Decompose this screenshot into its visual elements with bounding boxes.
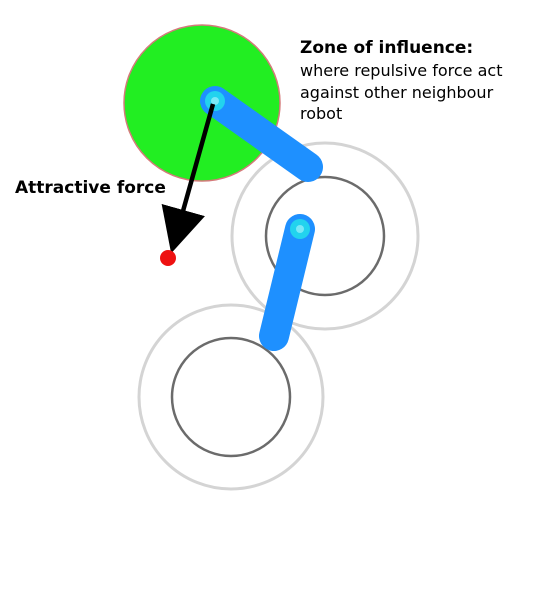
arm-link-upper: [200, 86, 323, 182]
arm-link-lower: [259, 214, 315, 351]
robot-lower-inner-ring: [170, 336, 292, 458]
joint-head: [205, 91, 225, 111]
robot-lower: [137, 303, 325, 491]
robot-lower-outer-ring: [137, 303, 325, 491]
zone-title-label: Zone of influence:: [300, 38, 473, 58]
zone-desc-line3: robot: [300, 104, 342, 123]
attractive-force-label: Attractive force: [15, 178, 166, 198]
target-point: [160, 250, 176, 266]
zone-desc-line2: against other neighbour: [300, 83, 494, 102]
joint-middle: [290, 219, 310, 239]
robot-upper-inner-ring: [264, 175, 386, 297]
attractive-force-arrow: [161, 103, 216, 254]
robot-upper-outer-ring: [230, 141, 420, 331]
robot-upper: [230, 141, 420, 331]
zone-desc-line1: where repulsive force act: [300, 61, 502, 80]
